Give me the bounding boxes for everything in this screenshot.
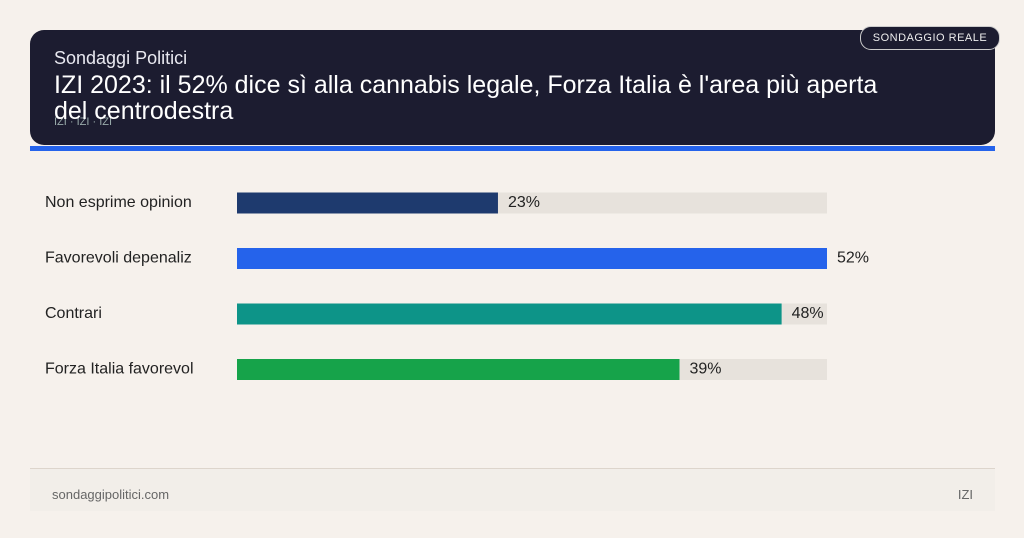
badge: SONDAGGIO REALE <box>860 26 1000 50</box>
footer-site: sondaggipolitici.com <box>52 487 170 502</box>
bar <box>237 192 498 214</box>
category-label: Contrari <box>45 305 102 322</box>
value-label: 52% <box>837 250 869 267</box>
bar <box>237 359 680 380</box>
category-label: Favorevoli depenaliz <box>45 250 192 267</box>
bar <box>237 303 782 325</box>
chart: Non esprime opinion 23% Favorevoli depenal… <box>45 192 869 380</box>
brand: Sondaggi Politici <box>54 48 188 68</box>
sources: IZI · IZI · IZI <box>54 116 113 128</box>
bar <box>237 248 827 269</box>
category-label: Non esprime opinion <box>45 194 192 211</box>
value-label: 48% <box>792 305 824 322</box>
footer-source: IZI <box>957 487 973 502</box>
chart-title: IZI 2023: il 52% dice sì alla cannabis l… <box>54 71 878 125</box>
value-label: 23% <box>508 194 540 211</box>
value-label: 39% <box>690 361 722 378</box>
category-label: Forza Italia favorevol <box>45 361 194 378</box>
header-rule <box>30 146 995 151</box>
header: Sondaggi Politici IZI · IZI · IZI IZI 20… <box>30 30 995 145</box>
footer: sondaggipolitici.com IZI <box>30 468 995 511</box>
